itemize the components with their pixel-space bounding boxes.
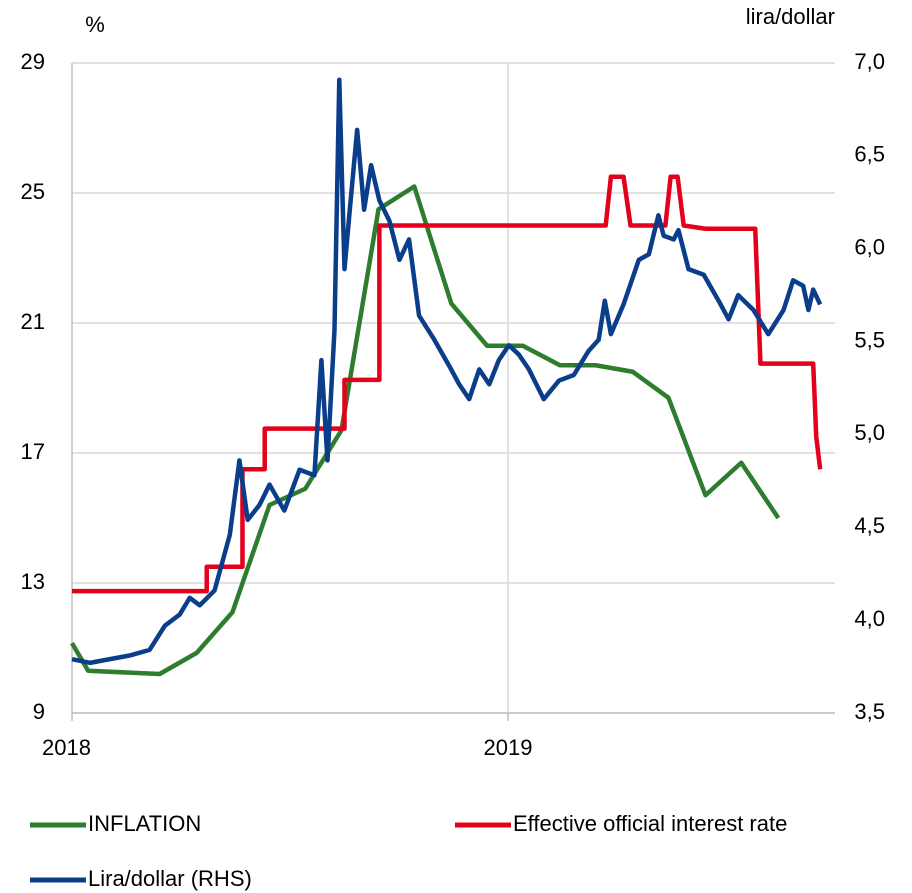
y-tick-label: 9 bbox=[33, 699, 45, 724]
series-line bbox=[70, 184, 781, 677]
series-line bbox=[72, 174, 823, 594]
y2-tick-label: 4,0 bbox=[854, 606, 885, 631]
y-tick-label: 25 bbox=[21, 179, 45, 204]
x-tick-label: 2018 bbox=[42, 735, 91, 760]
y2-tick-label: 5,5 bbox=[854, 327, 885, 352]
y2-axis-label: lira/dollar bbox=[746, 4, 835, 29]
y2-tick-label: 4,5 bbox=[854, 513, 885, 538]
x-tick-label: 2019 bbox=[484, 735, 533, 760]
y-tick-label: 21 bbox=[21, 309, 45, 334]
y-tick-label: 13 bbox=[21, 569, 45, 594]
y2-tick-label: 5,0 bbox=[854, 420, 885, 445]
y-tick-label: 29 bbox=[21, 49, 45, 74]
series-line bbox=[71, 77, 823, 666]
y2-tick-label: 6,0 bbox=[854, 235, 885, 260]
y2-tick-label: 6,5 bbox=[854, 142, 885, 167]
y2-tick-label: 3,5 bbox=[854, 699, 885, 724]
legend-label: Lira/dollar (RHS) bbox=[88, 866, 252, 891]
legend-label: Effective official interest rate bbox=[513, 811, 787, 836]
y-axis-label: % bbox=[85, 12, 105, 37]
y2-tick-label: 7,0 bbox=[854, 49, 885, 74]
legend-label: INFLATION bbox=[88, 811, 201, 836]
y-tick-label: 17 bbox=[21, 439, 45, 464]
